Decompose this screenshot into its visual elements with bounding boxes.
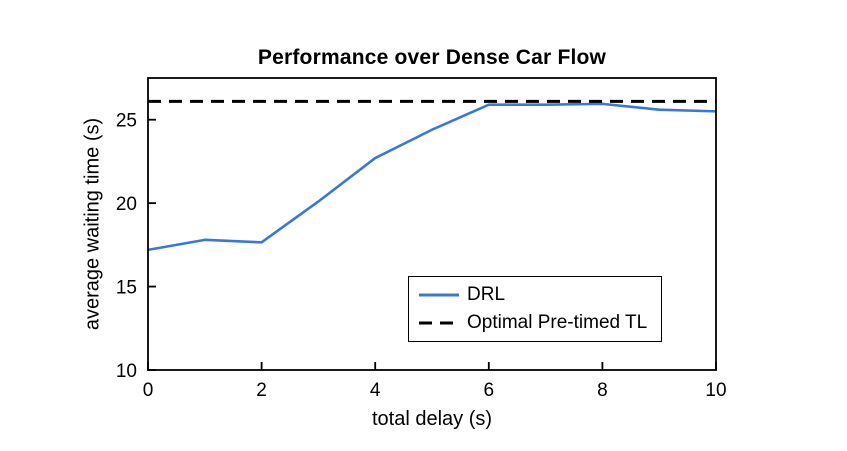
svg-text:10: 10 [116,361,137,382]
svg-text:6: 6 [484,380,495,401]
svg-text:25: 25 [116,111,137,132]
legend-line-sample-optimal-pretimed-tl [419,321,459,325]
svg-text:0: 0 [143,380,154,401]
legend-label-drl: DRL [467,284,506,305]
chart-title: Performance over Dense Car Flow [257,46,607,69]
y-axis-label: average waiting time (s) [81,117,104,331]
legend-item-optimal-pretimed-tl: Optimal Pre-timed TL [417,312,647,334]
legend-line-sample-drl [419,293,459,297]
legend-label-optimal-pretimed-tl: Optimal Pre-timed TL [467,312,648,333]
svg-text:8: 8 [597,380,608,401]
svg-text:20: 20 [116,194,137,215]
svg-text:2: 2 [256,380,267,401]
svg-text:15: 15 [116,278,137,299]
svg-text:4: 4 [370,380,381,401]
legend: DRL Optimal Pre-timed TL [408,276,663,342]
legend-item-drl: DRL [417,284,647,306]
x-axis-label: total delay (s) [371,408,493,430]
svg-text:10: 10 [705,380,726,401]
